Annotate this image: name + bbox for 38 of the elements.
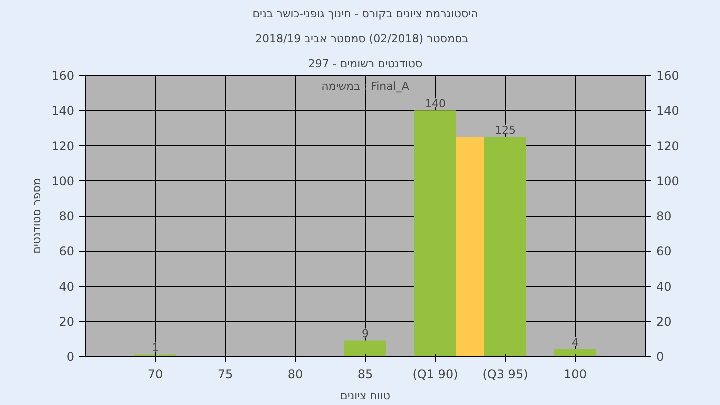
data-label: 4 bbox=[572, 336, 579, 350]
x-tick-label: (Q1 90) bbox=[412, 368, 458, 382]
y2-tick-label: 140 bbox=[656, 104, 680, 118]
annotation: במשימה : Final_A bbox=[322, 80, 410, 94]
y2-tick-label: 120 bbox=[656, 139, 680, 154]
x-tick-label: 85 bbox=[358, 368, 374, 382]
chart-subtitle: בסמסטר (02/2018) סמסטר אביב 2018/19 bbox=[255, 32, 469, 46]
y-tick-label: 100 bbox=[52, 174, 74, 188]
y-tick-label: 120 bbox=[52, 139, 74, 154]
data-label: 125 bbox=[495, 124, 516, 137]
y-tick-label: 80 bbox=[59, 210, 75, 224]
x-tick-label: 100 bbox=[564, 368, 587, 382]
x-tick-label: 75 bbox=[218, 368, 234, 382]
bar bbox=[344, 340, 386, 356]
y2-tick-label: 0 bbox=[656, 350, 664, 364]
y2-tick-label: 80 bbox=[656, 210, 672, 224]
x-tick-label: 80 bbox=[288, 368, 304, 382]
y-tick-label: 0 bbox=[66, 350, 75, 364]
y-tick-label: 60 bbox=[59, 244, 75, 259]
text: סטודנטים רשומים - 297 bbox=[308, 58, 423, 70]
x-axis-title: טווח ציונים bbox=[340, 390, 390, 402]
x-tick-label: (Q3 95) bbox=[482, 368, 528, 382]
y-tick-label: 40 bbox=[59, 280, 75, 294]
y-tick-label: 140 bbox=[52, 104, 74, 118]
data-label: 140 bbox=[425, 98, 446, 111]
y2-tick-label: 20 bbox=[656, 314, 672, 329]
y-axis-title: מספר סטודנטים bbox=[30, 178, 44, 254]
y2-tick-label: 160 bbox=[656, 69, 680, 83]
y-tick-label: 160 bbox=[52, 69, 74, 83]
bar bbox=[554, 349, 596, 356]
y2-tick-label: 100 bbox=[656, 174, 680, 188]
chart-title: היסטוגרמת ציונים בקורס - חינוך גופני-כושר בנים bbox=[252, 8, 478, 20]
data-label: 1 bbox=[152, 342, 159, 355]
y-tick-label: 20 bbox=[59, 314, 75, 329]
y2-tick-label: 60 bbox=[656, 244, 672, 259]
y2-tick-label: 40 bbox=[656, 280, 672, 294]
data-label: 9 bbox=[362, 328, 369, 341]
x-tick-label: 70 bbox=[148, 368, 164, 382]
